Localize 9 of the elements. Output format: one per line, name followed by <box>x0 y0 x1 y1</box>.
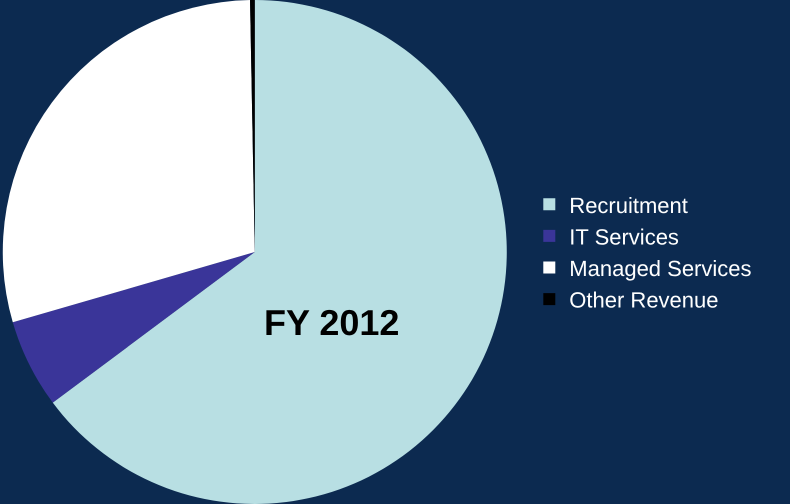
pie-slice <box>250 0 255 252</box>
pie-slice <box>12 252 255 403</box>
legend-label: Other Revenue <box>569 288 719 313</box>
legend-label: IT Services <box>569 224 679 250</box>
legend-label: Managed Services <box>569 256 752 282</box>
text: FY 2012 <box>264 302 400 343</box>
legend-label: Recruitment <box>569 192 688 218</box>
pie-slice <box>2 0 255 322</box>
pie-slice <box>52 0 507 504</box>
